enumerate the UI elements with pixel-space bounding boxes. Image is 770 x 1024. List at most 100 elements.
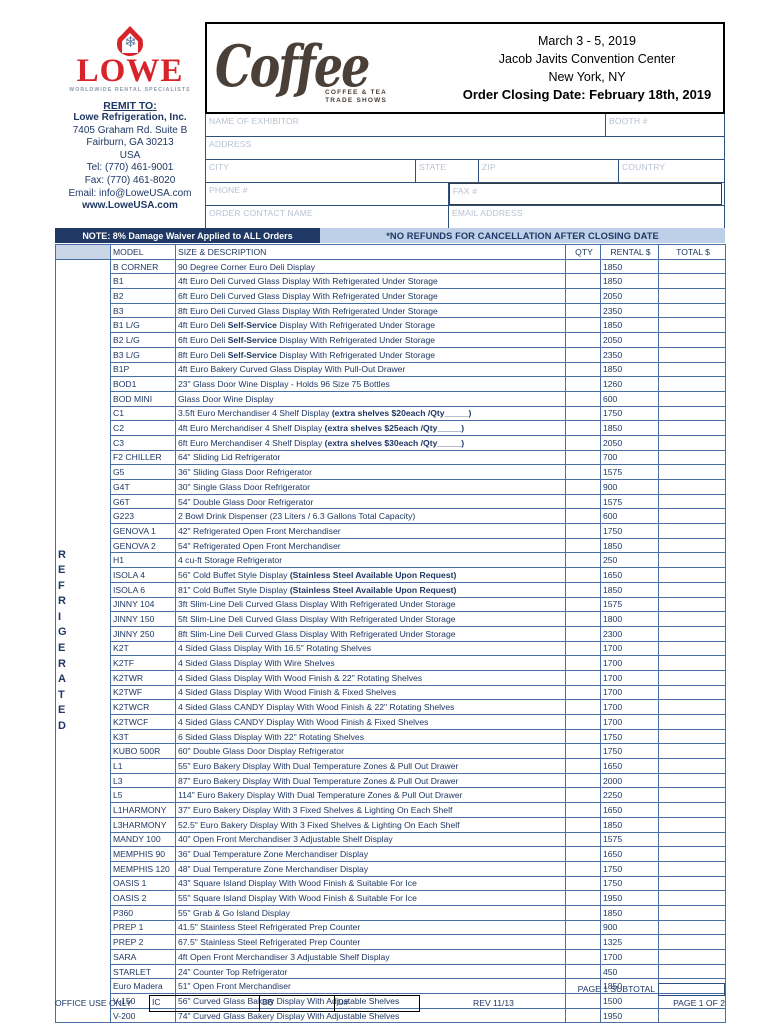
- office-box-bb[interactable]: BB: [260, 996, 335, 1011]
- cell-qty[interactable]: [565, 949, 601, 965]
- form-field-country[interactable]: COUNTRY: [622, 162, 666, 172]
- cell-qty[interactable]: [565, 523, 601, 539]
- cell-total[interactable]: [658, 537, 726, 554]
- cell-total[interactable]: [658, 273, 726, 290]
- cell-qty[interactable]: [565, 405, 601, 422]
- cell-total[interactable]: [658, 831, 726, 848]
- cell-total[interactable]: [658, 787, 726, 804]
- cell-total[interactable]: [658, 625, 726, 642]
- cell-total[interactable]: [658, 479, 726, 495]
- cell-qty[interactable]: [565, 758, 601, 774]
- cell-total[interactable]: [658, 288, 726, 304]
- cell-qty[interactable]: [565, 625, 601, 642]
- cell-qty[interactable]: [565, 802, 601, 818]
- company-website[interactable]: www.LoweUSA.com: [82, 200, 178, 212]
- cell-qty[interactable]: [565, 890, 601, 906]
- cell-qty[interactable]: [565, 302, 601, 319]
- cell-qty[interactable]: [565, 772, 601, 789]
- cell-qty[interactable]: [565, 288, 601, 304]
- cell-total[interactable]: [658, 523, 726, 539]
- cell-qty[interactable]: [565, 640, 601, 657]
- cell-total[interactable]: [658, 434, 726, 451]
- cell-total[interactable]: [658, 405, 726, 422]
- cell-qty[interactable]: [565, 449, 601, 466]
- cell-qty[interactable]: [565, 846, 601, 862]
- cell-qty[interactable]: [565, 669, 601, 686]
- cell-qty[interactable]: [565, 831, 601, 848]
- cell-qty[interactable]: [565, 537, 601, 554]
- cell-qty[interactable]: [565, 464, 601, 480]
- cell-total[interactable]: [658, 346, 726, 363]
- cell-total[interactable]: [658, 772, 726, 789]
- cell-qty[interactable]: [565, 479, 601, 495]
- cell-total[interactable]: [658, 596, 726, 613]
- cell-qty[interactable]: [565, 390, 601, 407]
- cell-qty[interactable]: [565, 434, 601, 451]
- cell-qty[interactable]: [565, 508, 601, 525]
- cell-qty[interactable]: [565, 875, 601, 892]
- cell-total[interactable]: [658, 302, 726, 319]
- cell-total[interactable]: [658, 376, 726, 392]
- cell-total[interactable]: [658, 963, 726, 980]
- cell-total[interactable]: [658, 1007, 726, 1024]
- cell-qty[interactable]: [565, 346, 601, 363]
- cell-qty[interactable]: [565, 919, 601, 936]
- cell-total[interactable]: [658, 714, 726, 730]
- cell-qty[interactable]: [565, 376, 601, 392]
- form-field-state[interactable]: STATE: [416, 160, 479, 182]
- cell-total[interactable]: [658, 361, 726, 378]
- cell-total[interactable]: [658, 567, 726, 583]
- cell-total[interactable]: [658, 508, 726, 525]
- office-box-order[interactable]: O#: [337, 997, 349, 1007]
- cell-total[interactable]: [658, 464, 726, 480]
- form-field-booth[interactable]: BOOTH #: [609, 116, 648, 126]
- cell-qty[interactable]: [565, 317, 601, 334]
- cell-qty[interactable]: [565, 714, 601, 730]
- cell-total[interactable]: [658, 919, 726, 936]
- cell-qty[interactable]: [565, 904, 601, 921]
- form-field-email-address[interactable]: EMAIL ADDRESS: [452, 208, 523, 218]
- cell-total[interactable]: [658, 640, 726, 657]
- cell-total[interactable]: [658, 904, 726, 921]
- cell-qty[interactable]: [565, 596, 601, 613]
- office-box-ic[interactable]: IC: [150, 996, 260, 1011]
- cell-total[interactable]: [658, 846, 726, 862]
- cell-qty[interactable]: [565, 787, 601, 804]
- form-field-city[interactable]: CITY: [206, 160, 416, 182]
- cell-total[interactable]: [658, 449, 726, 466]
- cell-qty[interactable]: [565, 816, 601, 833]
- form-field-name-of-exhibitor[interactable]: NAME OF EXHIBITOR: [206, 114, 606, 136]
- subtotal-input[interactable]: [658, 983, 725, 996]
- cell-total[interactable]: [658, 802, 726, 818]
- cell-total[interactable]: [658, 743, 726, 760]
- cell-total[interactable]: [658, 655, 726, 671]
- cell-qty[interactable]: [565, 581, 601, 598]
- cell-total[interactable]: [658, 934, 726, 950]
- cell-total[interactable]: [658, 860, 726, 877]
- cell-qty[interactable]: [565, 611, 601, 627]
- cell-total[interactable]: [658, 699, 726, 715]
- cell-total[interactable]: [658, 390, 726, 407]
- cell-qty[interactable]: [565, 728, 601, 745]
- cell-qty[interactable]: [565, 567, 601, 583]
- cell-total[interactable]: [658, 493, 726, 510]
- cell-total[interactable]: [658, 420, 726, 436]
- cell-qty[interactable]: [565, 332, 601, 348]
- cell-total[interactable]: [658, 816, 726, 833]
- cell-qty[interactable]: [565, 420, 601, 436]
- form-field-order-contact-name[interactable]: ORDER CONTACT NAME: [206, 206, 449, 228]
- cell-qty[interactable]: [565, 361, 601, 378]
- cell-qty[interactable]: [565, 493, 601, 510]
- cell-total[interactable]: [658, 332, 726, 348]
- cell-total[interactable]: [658, 552, 726, 569]
- cell-qty[interactable]: [565, 258, 601, 275]
- cell-total[interactable]: [658, 758, 726, 774]
- cell-total[interactable]: [658, 611, 726, 627]
- cell-qty[interactable]: [565, 699, 601, 715]
- form-field-phone[interactable]: PHONE #: [206, 183, 449, 205]
- cell-qty[interactable]: [565, 860, 601, 877]
- cell-total[interactable]: [658, 684, 726, 701]
- cell-total[interactable]: [658, 669, 726, 686]
- cell-qty[interactable]: [565, 743, 601, 760]
- cell-total[interactable]: [658, 949, 726, 965]
